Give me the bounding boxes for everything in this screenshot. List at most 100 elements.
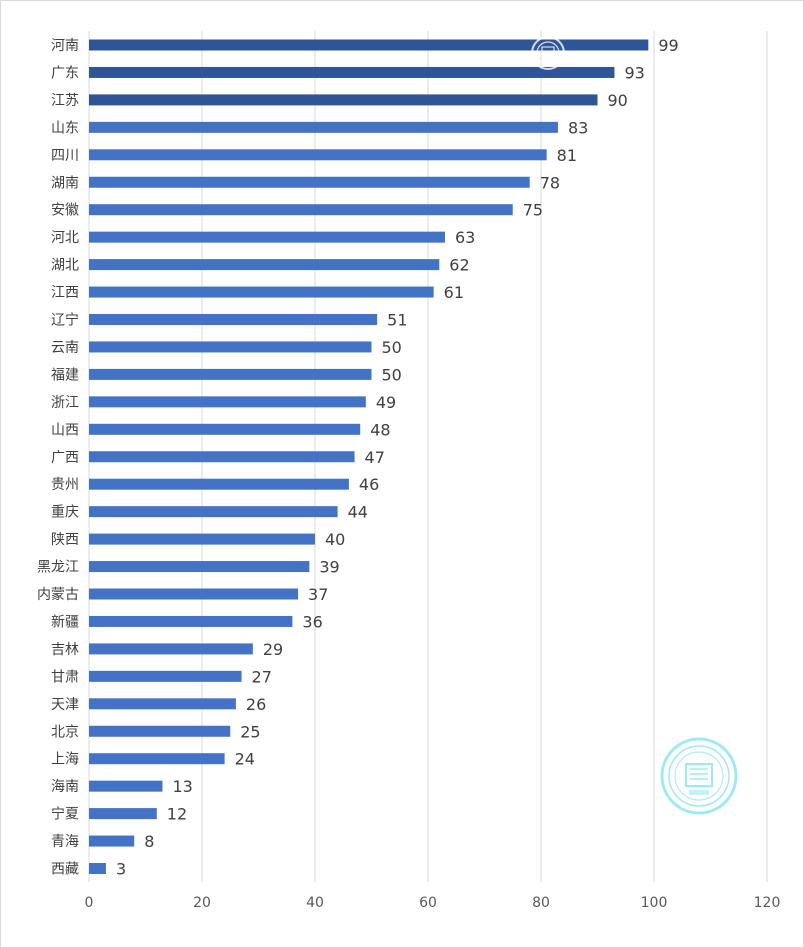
x-tick-label: 20 [193, 895, 211, 911]
category-label: 河北 [51, 230, 79, 246]
category-label: 内蒙古 [37, 587, 79, 603]
bar [89, 314, 378, 325]
bar [89, 725, 231, 737]
bar [89, 615, 293, 627]
category-label: 湖南 [51, 175, 79, 191]
x-tick-label: 120 [754, 895, 781, 911]
bar [89, 835, 135, 847]
data-label: 81 [557, 146, 577, 165]
seal-watermark-small [531, 36, 565, 70]
category-label: 湖北 [51, 258, 79, 274]
bar [89, 423, 361, 435]
category-label: 山东 [51, 120, 79, 136]
category-label: 贵州 [51, 477, 79, 493]
category-label: 重庆 [51, 505, 79, 521]
bar [89, 121, 558, 133]
x-tick-label: 0 [85, 895, 94, 911]
data-label: 48 [370, 420, 390, 439]
bar [89, 286, 434, 298]
data-label: 50 [382, 338, 402, 357]
bars [89, 39, 649, 874]
data-label: 93 [624, 63, 644, 82]
category-label: 云南 [51, 340, 79, 356]
data-label: 99 [658, 36, 678, 55]
data-label: 83 [568, 118, 588, 137]
category-label: 河南 [51, 38, 79, 54]
category-label: 海南 [51, 779, 79, 795]
bar [89, 231, 445, 243]
data-label: 90 [608, 91, 628, 110]
bar [89, 780, 163, 792]
seal-watermark-large [660, 737, 738, 815]
data-label: 63 [455, 228, 475, 247]
x-axis-tick-labels: 0 20 40 60 80 100 120 [85, 895, 781, 911]
category-label: 广西 [51, 450, 79, 466]
data-label: 61 [444, 283, 464, 302]
category-label: 青海 [51, 834, 79, 850]
bar [89, 39, 649, 51]
bar [89, 561, 310, 573]
bar [89, 478, 349, 490]
bar [89, 753, 225, 765]
bar [89, 259, 440, 271]
bar [89, 341, 372, 353]
category-label: 辽宁 [51, 312, 79, 329]
data-label: 78 [540, 173, 560, 192]
category-label: 安徽 [51, 203, 79, 219]
bar [89, 176, 530, 188]
data-label: 75 [523, 201, 543, 220]
bar [89, 533, 315, 545]
data-label: 13 [172, 777, 192, 796]
data-label: 25 [240, 722, 260, 741]
bar [89, 204, 513, 216]
data-label: 47 [365, 448, 385, 467]
category-label: 福建 [51, 367, 79, 383]
data-label: 24 [235, 750, 255, 769]
data-label: 51 [387, 311, 407, 330]
x-tick-label: 80 [532, 895, 550, 911]
bar [89, 149, 547, 161]
category-label: 宁夏 [51, 806, 79, 823]
bar [89, 808, 157, 820]
data-label: 50 [382, 365, 402, 384]
data-label: 3 [116, 860, 126, 879]
bar [89, 66, 615, 78]
bar [89, 396, 366, 408]
x-tick-label: 100 [641, 895, 668, 911]
bar [89, 670, 242, 682]
data-label: 8 [144, 832, 154, 851]
category-label: 北京 [51, 724, 79, 740]
category-label: 黑龙江 [37, 560, 79, 576]
category-labels: 河南广东江苏山东四川湖南安徽河北湖北江西辽宁云南福建浙江山西广西贵州重庆陕西黑龙… [37, 38, 79, 878]
data-label: 36 [302, 612, 322, 631]
bar [89, 94, 598, 106]
grid-lines [88, 31, 768, 882]
bar [89, 643, 253, 655]
category-label: 江苏 [51, 93, 79, 109]
data-label: 37 [308, 585, 328, 604]
bar [89, 588, 299, 600]
x-tick-label: 60 [419, 895, 437, 911]
category-label: 甘肃 [51, 669, 79, 685]
category-label: 吉林 [51, 642, 79, 658]
x-tick-label: 40 [306, 895, 324, 911]
category-label: 江西 [51, 285, 79, 301]
category-label: 新疆 [51, 614, 79, 630]
category-label: 广东 [51, 65, 79, 81]
category-label: 四川 [51, 148, 79, 164]
data-label: 49 [376, 393, 396, 412]
data-label: 39 [319, 558, 339, 577]
data-label: 46 [359, 475, 379, 494]
data-label: 40 [325, 530, 345, 549]
data-label: 62 [449, 256, 469, 275]
category-label: 上海 [51, 752, 79, 768]
bar [89, 451, 355, 463]
bar [89, 698, 236, 710]
bar [89, 506, 338, 518]
category-label: 山西 [51, 422, 79, 438]
category-label: 陕西 [51, 532, 79, 548]
category-label: 浙江 [51, 395, 79, 411]
bar [89, 368, 372, 380]
data-label: 29 [263, 640, 283, 659]
